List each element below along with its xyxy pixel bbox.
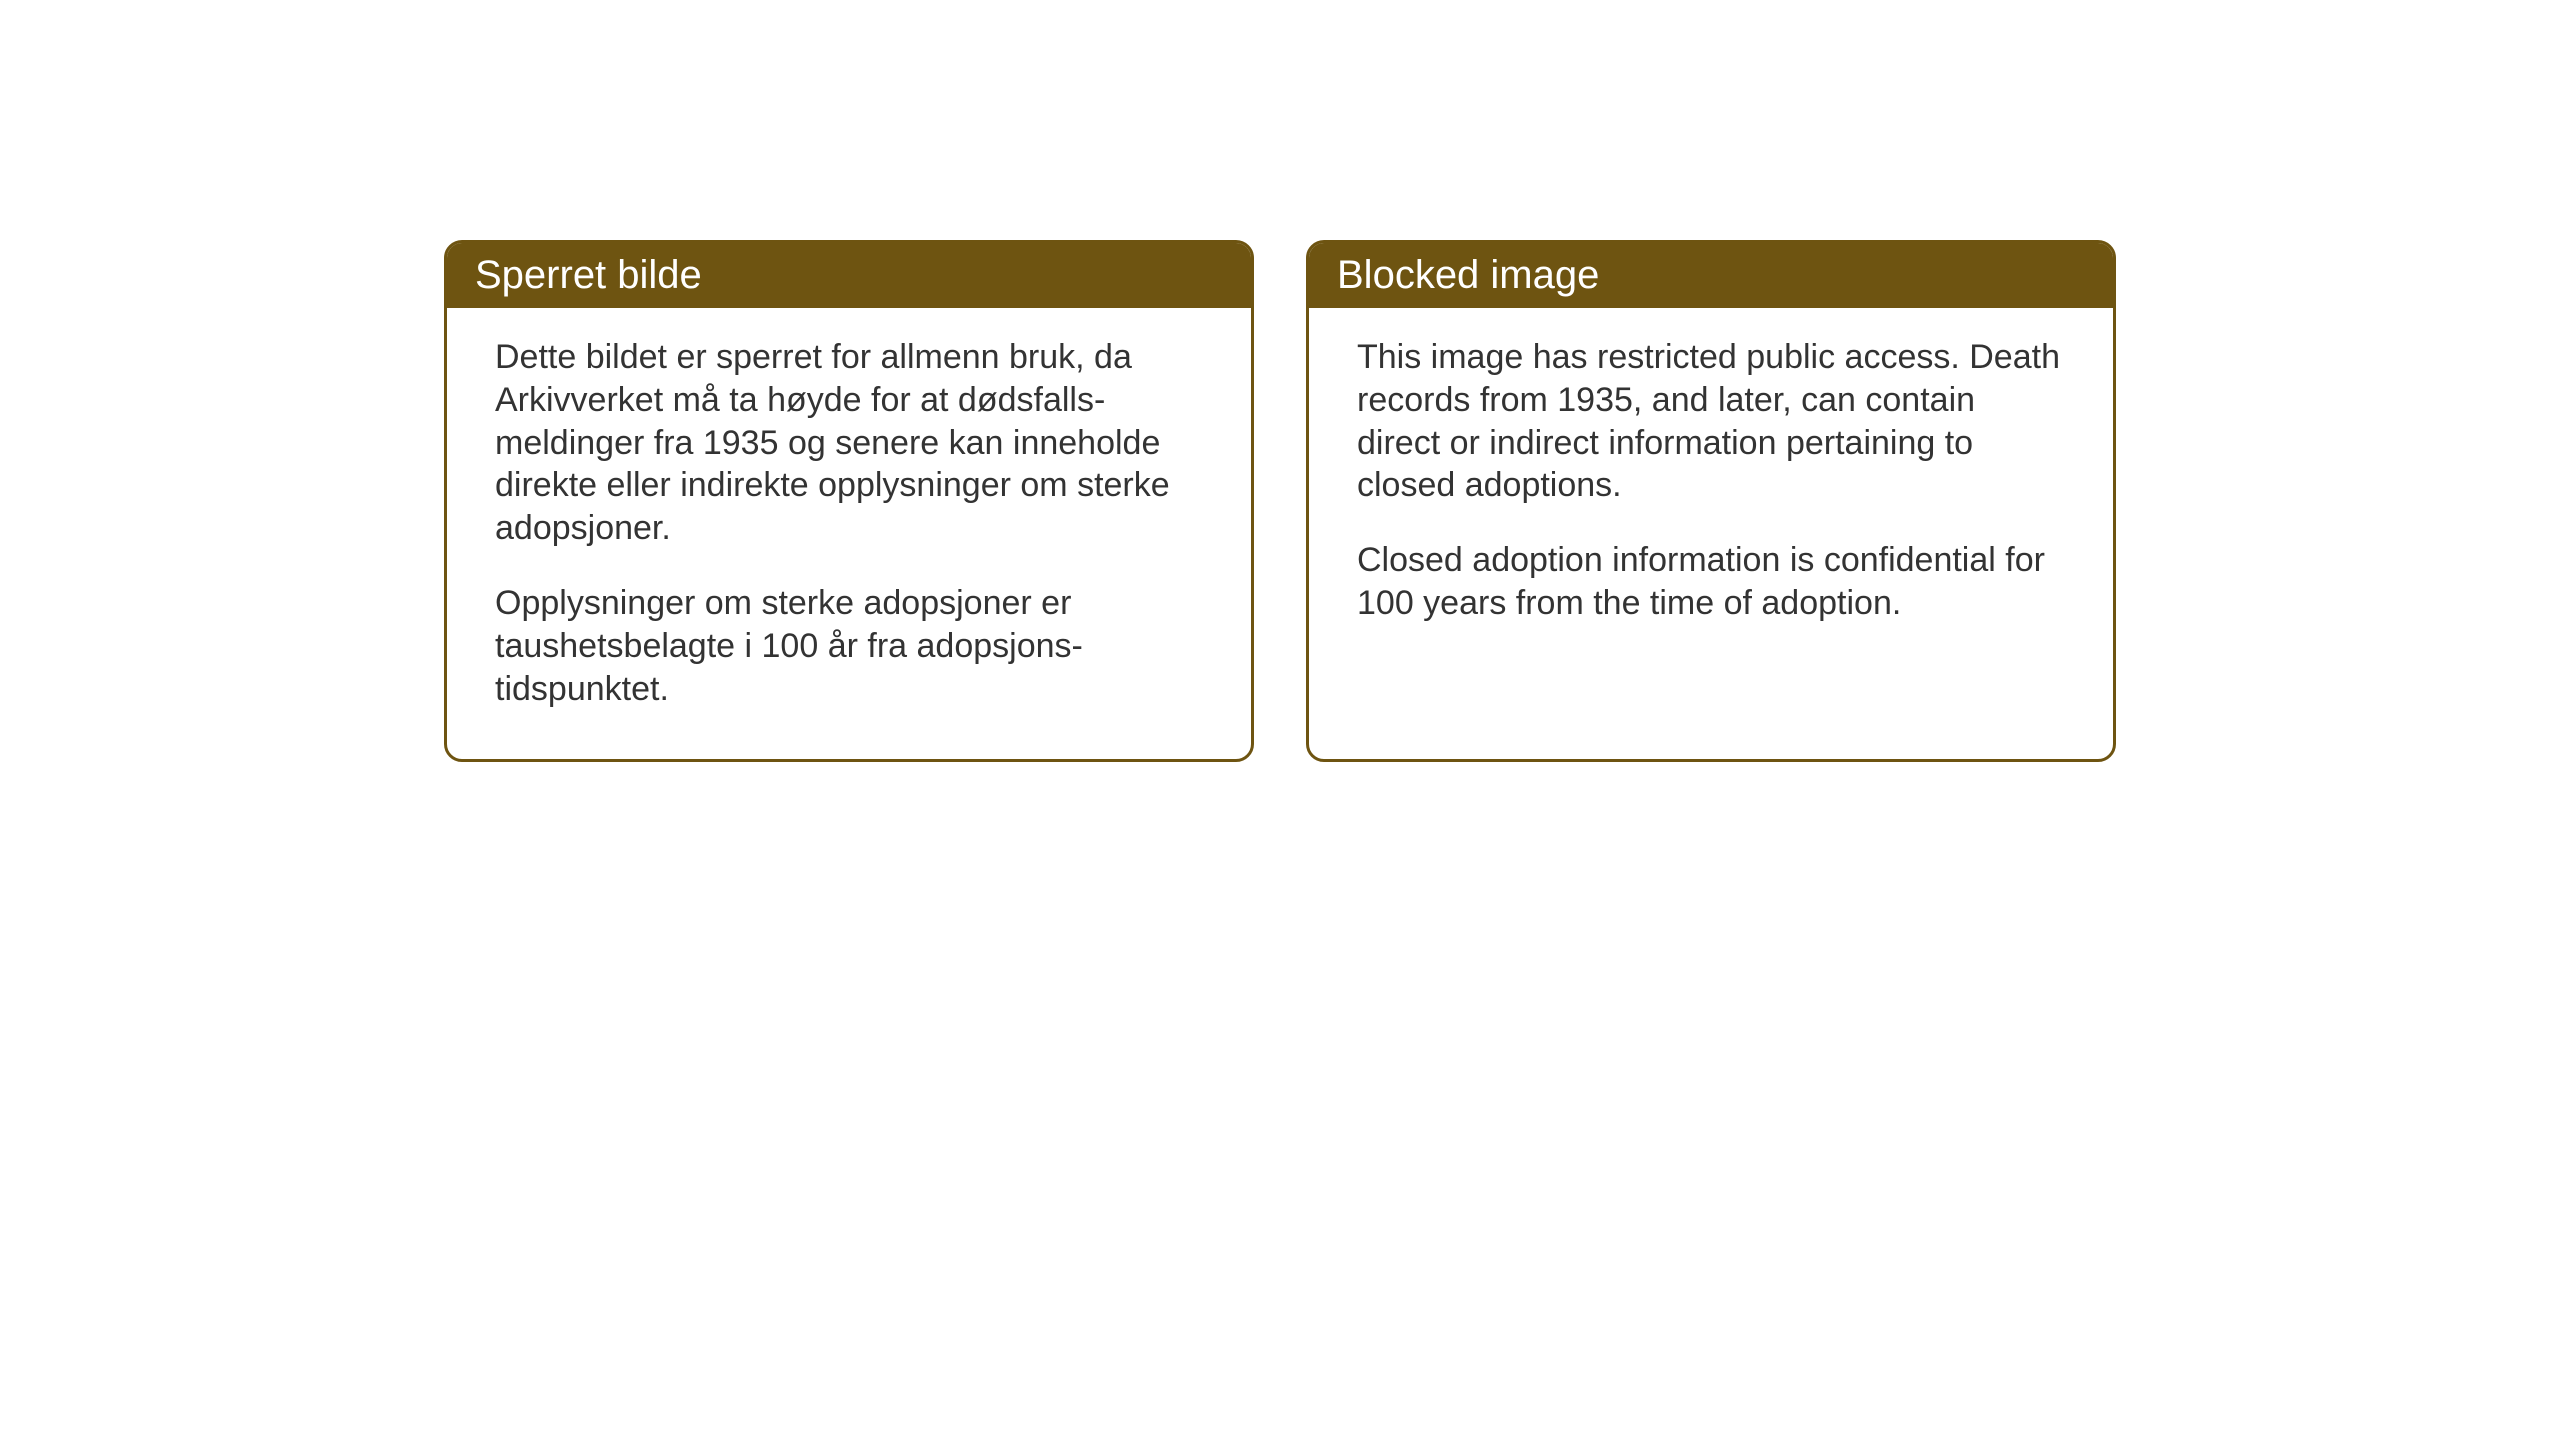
card-paragraph-2-norwegian: Opplysninger om sterke adopsjoner er tau… xyxy=(495,582,1203,710)
card-header-norwegian: Sperret bilde xyxy=(447,243,1251,308)
card-title-english: Blocked image xyxy=(1337,253,1599,297)
cards-container: Sperret bilde Dette bildet er sperret fo… xyxy=(444,240,2116,762)
card-paragraph-1-english: This image has restricted public access.… xyxy=(1357,336,2065,507)
card-paragraph-1-norwegian: Dette bildet er sperret for allmenn bruk… xyxy=(495,336,1203,550)
card-header-english: Blocked image xyxy=(1309,243,2113,308)
card-body-norwegian: Dette bildet er sperret for allmenn bruk… xyxy=(447,308,1251,759)
card-norwegian: Sperret bilde Dette bildet er sperret fo… xyxy=(444,240,1254,762)
card-english: Blocked image This image has restricted … xyxy=(1306,240,2116,762)
card-paragraph-2-english: Closed adoption information is confident… xyxy=(1357,539,2065,625)
card-body-english: This image has restricted public access.… xyxy=(1309,308,2113,748)
card-title-norwegian: Sperret bilde xyxy=(475,253,702,297)
